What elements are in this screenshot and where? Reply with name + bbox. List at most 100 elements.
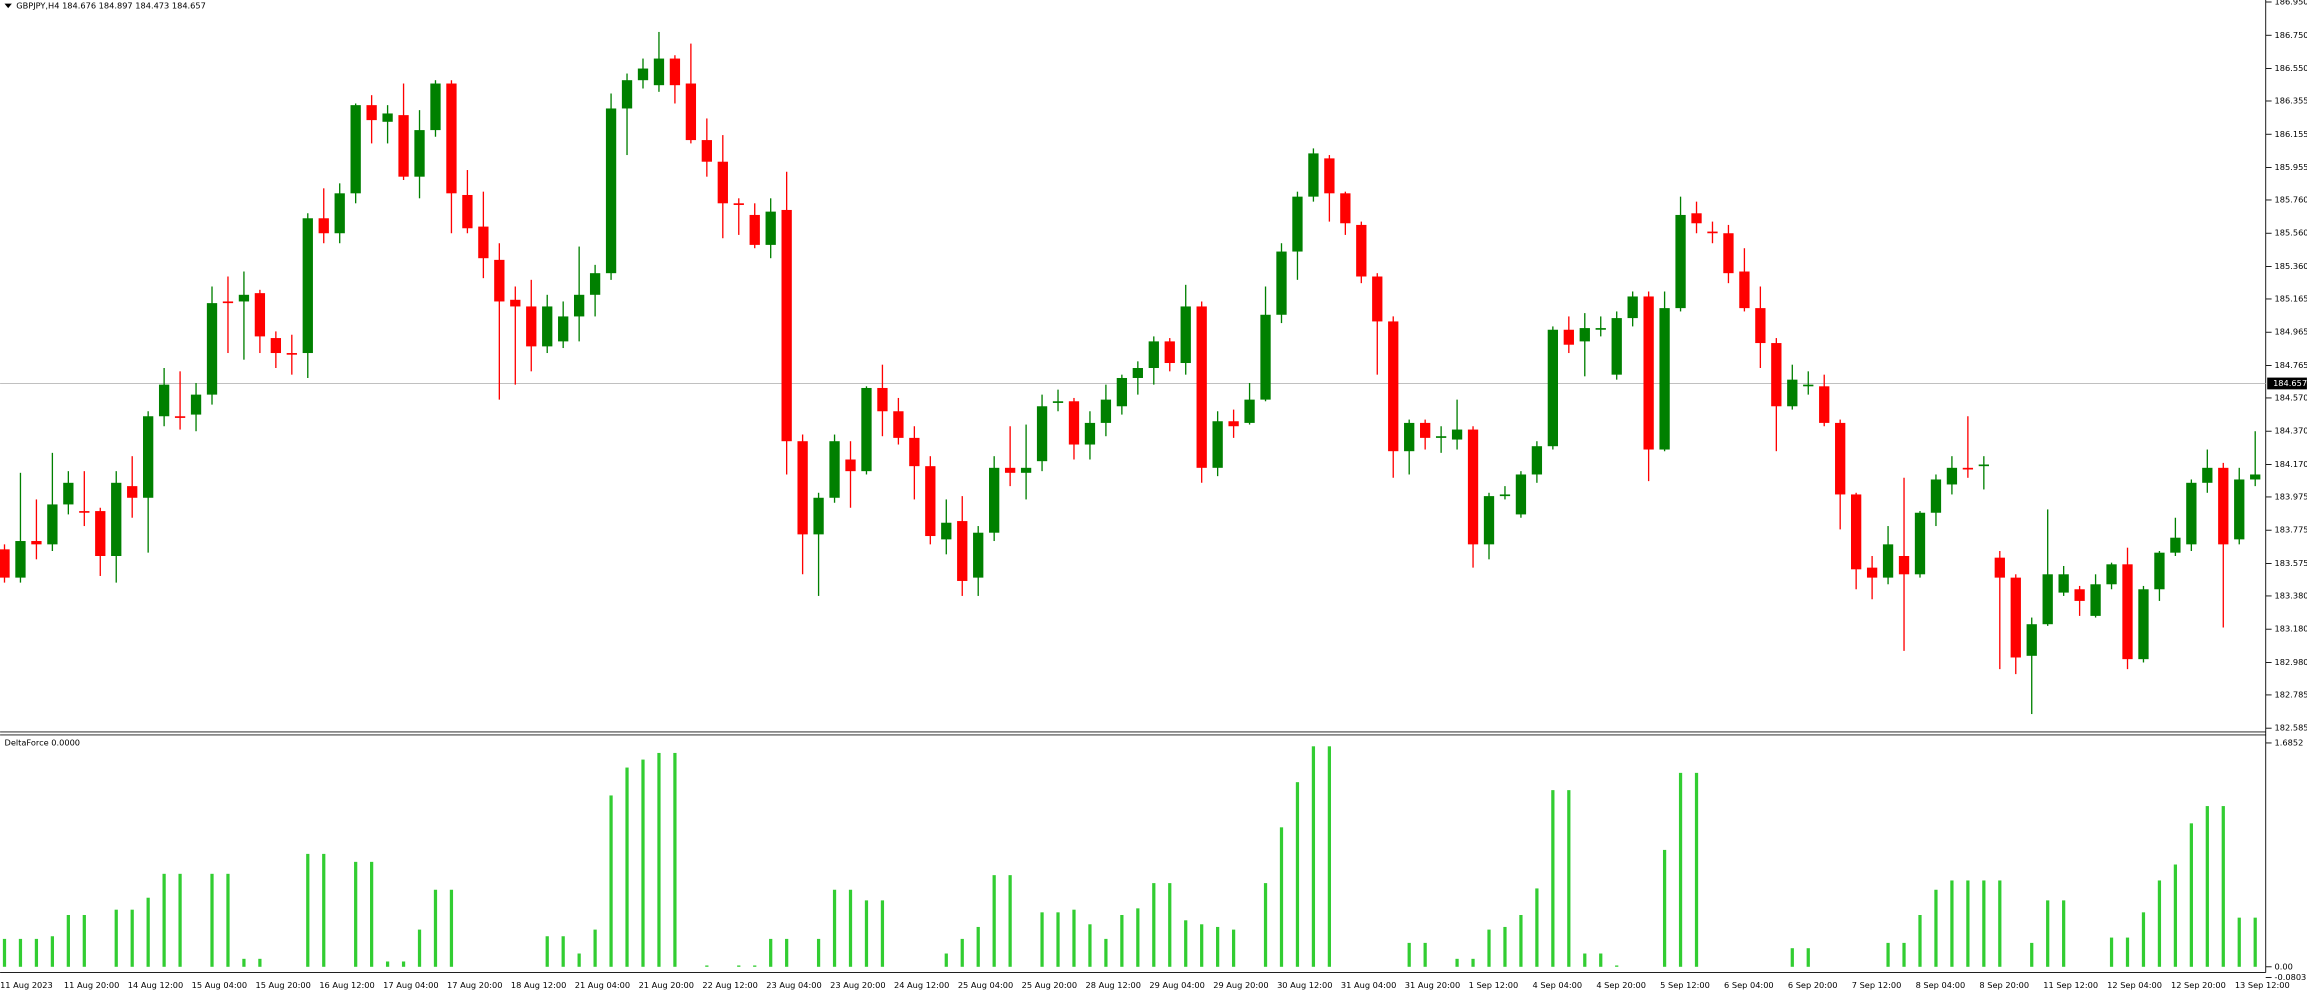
candle-body [1595, 328, 1606, 330]
candle-body [1930, 479, 1942, 513]
candle-body [1244, 399, 1255, 423]
histogram-bar [354, 861, 358, 967]
menu-triangle[interactable] [4, 3, 12, 9]
histogram-bar [2, 938, 7, 967]
histogram-bar [1231, 929, 1236, 967]
histogram-bar [114, 909, 118, 967]
histogram-bar [401, 961, 406, 967]
histogram-bar [657, 752, 661, 967]
candle-body [206, 303, 218, 395]
candle-body [1659, 308, 1670, 450]
candle-body [1739, 271, 1750, 309]
histogram-bar [1263, 883, 1268, 967]
y-tick-label: 186.550 [2275, 63, 2307, 73]
candle-body [1212, 421, 1223, 468]
x-tick-label: 6 Sep 20:00 [1788, 980, 1838, 990]
candle-body [2138, 589, 2149, 660]
histogram-bar [1535, 888, 1539, 967]
histogram-bar [2062, 900, 2066, 967]
candle-body [813, 497, 824, 535]
candle-body [1228, 421, 1239, 427]
histogram-bar [66, 914, 70, 967]
histogram-bar [1056, 912, 1060, 967]
candle-body [1340, 193, 1351, 224]
candle-body [925, 466, 936, 537]
candle-body [350, 105, 361, 194]
candle-body [733, 203, 744, 205]
histogram-bar [976, 926, 980, 967]
histogram-bar [1678, 772, 1683, 967]
x-tick-label: 4 Sep 04:00 [1532, 980, 1582, 990]
candle-body [653, 58, 665, 86]
candle-body [717, 161, 728, 204]
candle-body [781, 209, 792, 442]
candle-body [542, 306, 553, 347]
histogram-bar [2109, 937, 2114, 967]
y-tick-label: 183.380 [2275, 590, 2307, 600]
candle-body [797, 441, 808, 535]
histogram-bar [1806, 948, 1810, 967]
candle-body [605, 108, 617, 274]
candle-body [685, 83, 697, 141]
candle-body [1404, 422, 1415, 452]
histogram-bar [1152, 883, 1156, 967]
x-tick-label: 11 Sep 12:00 [2043, 980, 2098, 990]
histogram-bar [50, 936, 55, 967]
candle-body [1691, 213, 1702, 224]
y-tick-label: 184.170 [2275, 459, 2307, 469]
candle-body [1420, 422, 1431, 438]
histogram-bar [2189, 823, 2193, 967]
candle-body [973, 532, 984, 578]
candle-body [2202, 467, 2213, 483]
x-tick-label: 11 Aug 2023 [0, 980, 53, 990]
histogram-bar [960, 938, 964, 967]
candle-body [957, 521, 968, 581]
candle-body [1164, 341, 1175, 364]
y-tick-label: 186.355 [2275, 95, 2307, 105]
histogram-bar [1120, 914, 1124, 967]
histogram-bar [1503, 926, 1507, 967]
y-tick-label: 182.785 [2275, 689, 2307, 699]
histogram-bar [641, 759, 645, 967]
x-tick-label: 15 Aug 04:00 [192, 980, 247, 990]
histogram-bar [577, 953, 581, 967]
candle-body [1356, 224, 1367, 277]
candle-body [749, 214, 760, 245]
candle-body [1052, 401, 1064, 403]
histogram-bar [753, 965, 757, 967]
candle-body [2090, 584, 2101, 616]
histogram-bar [561, 936, 565, 967]
candle-body [1372, 276, 1383, 322]
candle-body [2074, 589, 2085, 601]
histogram-bar [210, 873, 214, 967]
y-tick-label: 185.360 [2275, 261, 2307, 271]
x-tick-label: 18 Aug 12:00 [511, 980, 566, 990]
candle-body [1866, 567, 1878, 578]
histogram-bar [1599, 953, 1603, 967]
y-tick-label: 186.155 [2275, 129, 2307, 139]
histogram-bar [864, 900, 869, 967]
candle-body [1435, 436, 1447, 438]
candle-body [1531, 446, 1543, 475]
candle-body [238, 294, 250, 302]
y-tick-label: 184.965 [2275, 327, 2307, 337]
histogram-bar [1519, 914, 1523, 967]
histogram-bar [18, 938, 23, 967]
candle-body [1148, 341, 1159, 369]
chart-title: GBPJPY,H4 184.676 184.897 184.473 184.65… [16, 0, 206, 10]
histogram-bar [785, 938, 789, 967]
histogram-bar [1008, 875, 1012, 967]
candle-body [398, 115, 409, 177]
histogram-bar [162, 873, 166, 967]
candle-body [941, 522, 952, 540]
histogram-bar [1279, 827, 1284, 967]
histogram-bar [816, 938, 821, 967]
histogram-bar [1615, 965, 1619, 967]
candle-body [845, 459, 856, 472]
candle-body [15, 541, 26, 578]
candle-body [1978, 464, 1989, 467]
candle-body [2106, 564, 2117, 585]
y-tick-label: 186.750 [2275, 30, 2307, 40]
